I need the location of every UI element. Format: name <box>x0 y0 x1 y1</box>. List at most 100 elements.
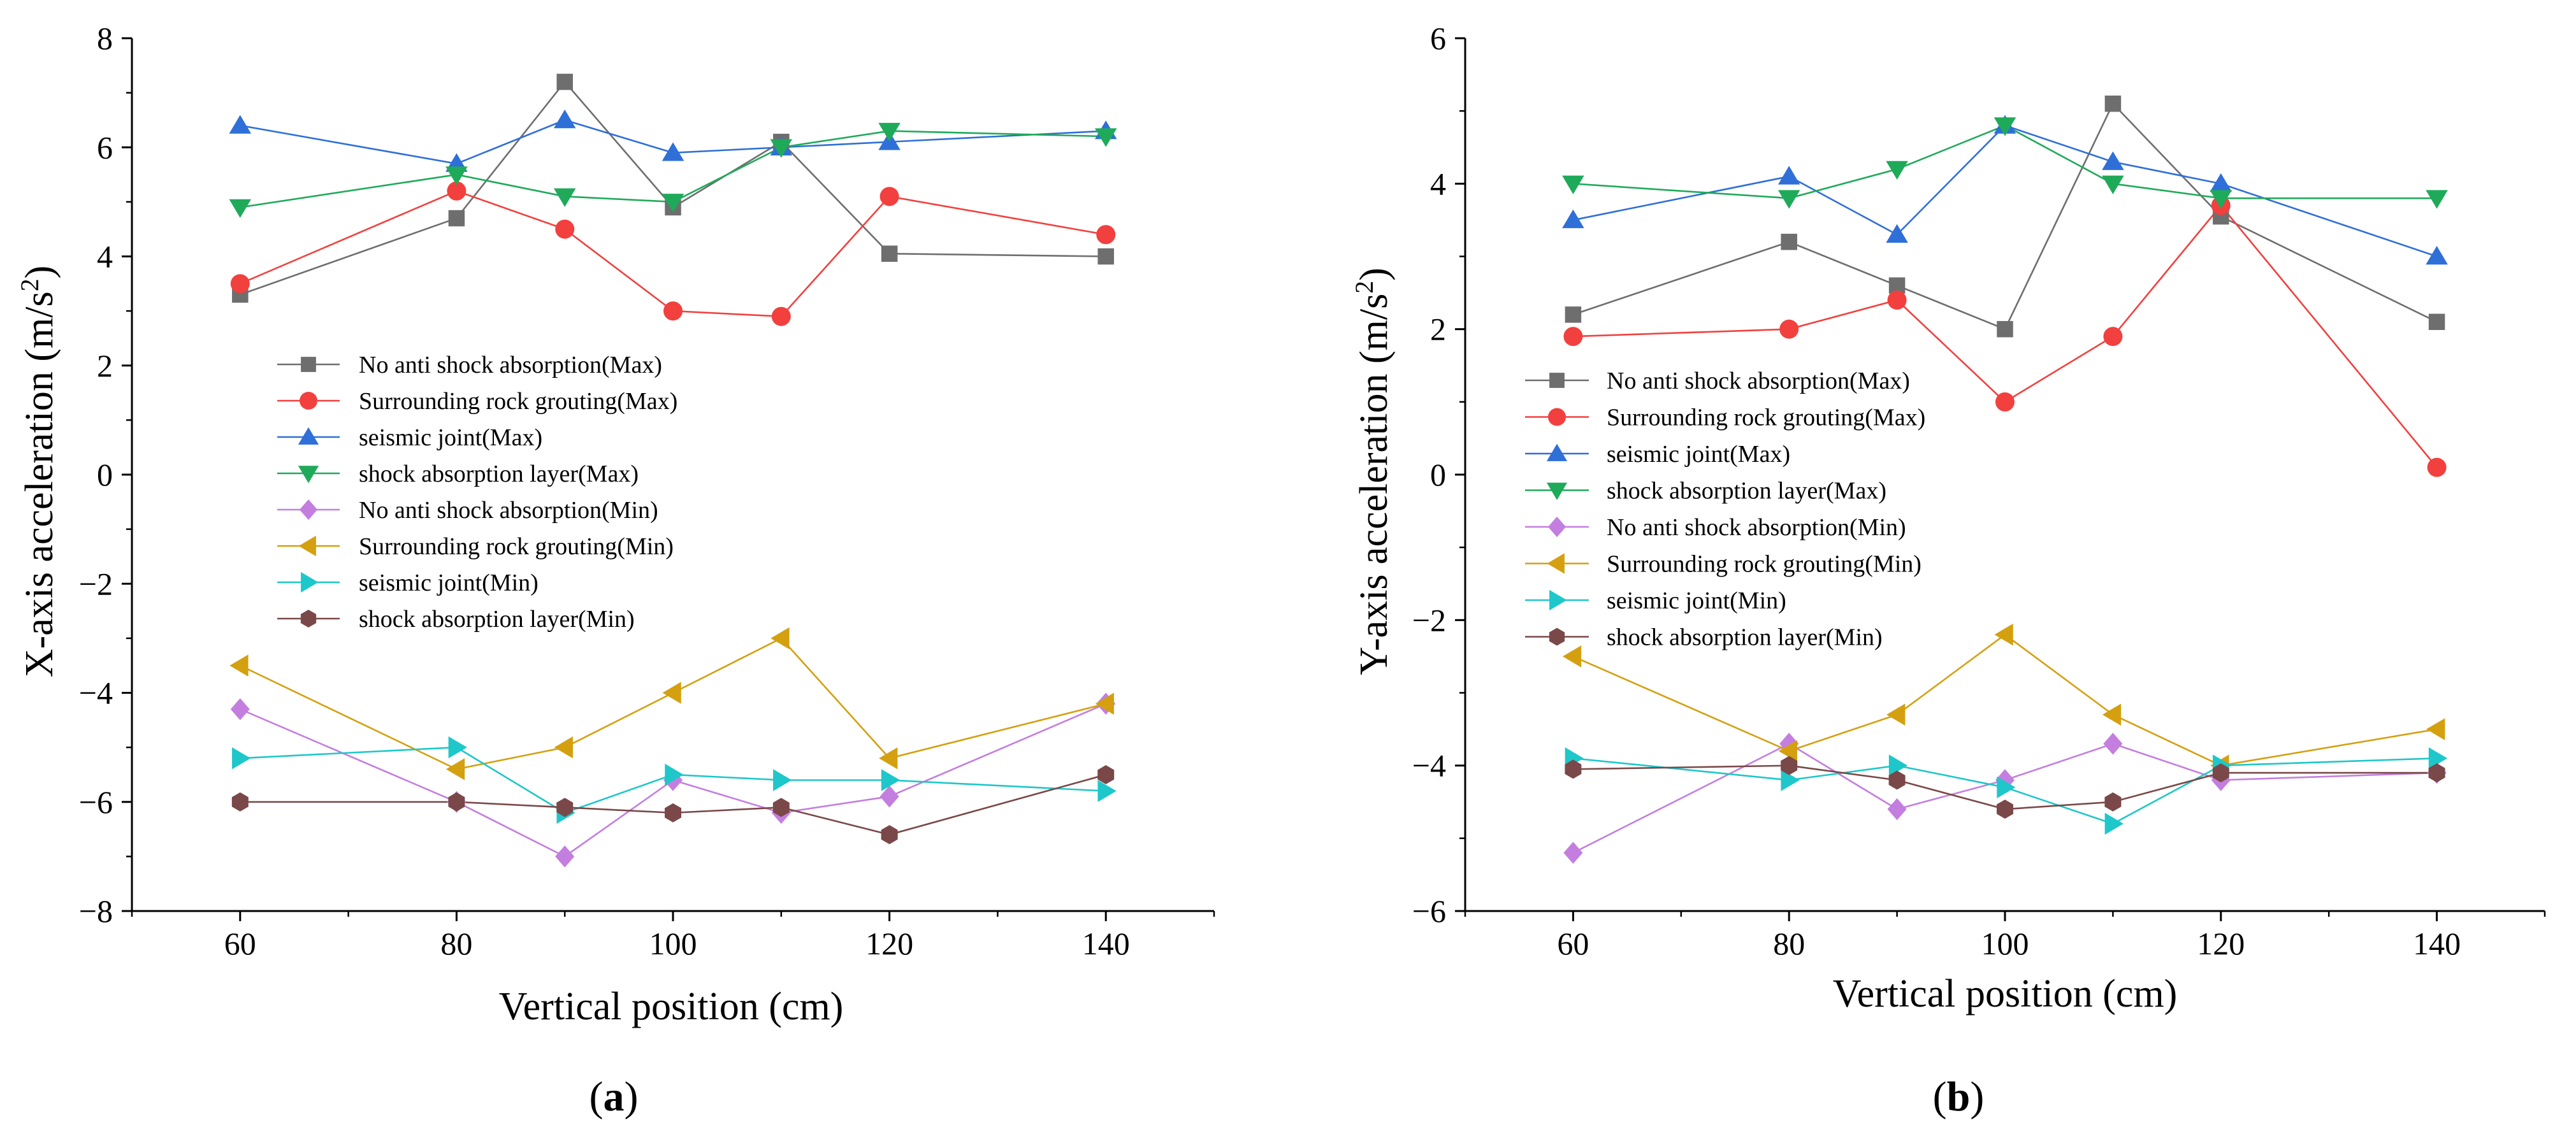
panel-b-legend-label: No anti shock absorption(Max) <box>1607 368 1910 394</box>
panel-b-data-point <box>1781 233 1797 250</box>
panel-b-data-point <box>1886 224 1908 243</box>
panel-b-data-point <box>1781 769 1800 791</box>
panel-b-legend-marker <box>1546 443 1568 461</box>
panel-b-data-point <box>2426 718 2445 740</box>
panel-a-legend-item: Surrounding rock grouting(Max) <box>277 388 677 415</box>
panel-a-legend-label: No anti shock absorption(Max) <box>359 352 662 378</box>
panel-a-legend: No anti shock absorption(Max) Surrounding… <box>277 352 677 633</box>
panel-b-series-markers-surrounding-rock-grouting-min <box>1562 623 2445 777</box>
panel-b-legend-label: Surrounding rock grouting(Max) <box>1607 405 1925 431</box>
panel-a-data-point <box>772 798 790 817</box>
panel-a-data-point <box>881 245 898 262</box>
panel-a-legend-item: No anti shock absorption(Max) <box>277 352 662 378</box>
panel-a-legend-label: seismic joint(Min) <box>359 570 539 596</box>
panel-b-data-point <box>2428 313 2445 330</box>
panel-b-legend-item: No anti shock absorption(Min) <box>1525 514 1906 541</box>
panel-b-series-markers-shock-absorption-layer-max <box>1562 117 2448 209</box>
panel-b-x-tick-label: 140 <box>2413 926 2461 961</box>
panel-b-y-tick-label: 4 <box>1430 166 1446 201</box>
panel-b-data-point <box>1888 754 1908 777</box>
panel-b-data-point <box>1995 392 2015 412</box>
panel-a-legend-marker <box>300 499 317 520</box>
panel-a-series-markers-surrounding-rock-grouting-min <box>229 627 1114 780</box>
panel-a-data-point <box>554 736 573 759</box>
panel-b-data-point <box>2103 733 2123 755</box>
panel-b-data-point <box>1887 291 1907 310</box>
panel-a-data-point <box>662 682 681 704</box>
panel-a-data-point <box>229 654 249 677</box>
panel-a-data-point <box>556 73 573 90</box>
panel-a-data-point <box>665 803 681 822</box>
panel-a-data-point <box>448 736 467 759</box>
panel-b-data-point <box>1777 190 1800 209</box>
panel-b-data-point <box>2102 703 2122 726</box>
panel-a-plot-content <box>229 73 1117 868</box>
panel-b-data-point <box>2428 747 2448 770</box>
panel-b-y-tick-label: 6 <box>1430 20 1446 56</box>
panel-a-label: (a) <box>590 1073 639 1120</box>
panel-a-data-point <box>448 210 465 227</box>
panel-a-y-tick-label: −6 <box>79 784 113 820</box>
panel-a-data-point <box>663 301 683 321</box>
panel-a-data-point <box>553 188 576 207</box>
panel-a-x-tick-label: 60 <box>224 926 256 961</box>
panel-b-data-point <box>1563 327 1583 347</box>
panel-a-data-point <box>879 785 899 808</box>
panel-a-data-point <box>771 306 791 326</box>
panel-a-series-markers-shock-absorption-layer-min <box>231 764 1115 845</box>
panel-b-legend-label: seismic joint(Max) <box>1607 441 1790 468</box>
panel-a-data-point <box>878 122 901 142</box>
panel-b-data-point <box>2426 246 2448 265</box>
panel-b-legend-item: shock absorption layer(Min) <box>1525 624 1883 651</box>
panel-b-data-point <box>2210 173 2232 192</box>
panel-b-x-tick-label: 80 <box>1773 926 1805 961</box>
panel-b-data-point <box>1994 117 2016 136</box>
panel-a-data-point <box>229 199 252 218</box>
panel-b-label: (b) <box>1933 1073 1985 1120</box>
panel-a-data-point <box>553 109 576 129</box>
panel-a-data-point <box>556 798 574 817</box>
panel-b-y-tick-label: −2 <box>1412 602 1446 638</box>
panel-b-data-point <box>1997 776 2016 799</box>
panel-b-data-point <box>1997 320 2013 338</box>
panel-a-y-axis-title: X-axis acceleration (m/s2) <box>15 266 62 678</box>
panel-a-y-tick-label: 6 <box>97 129 113 165</box>
panel-b-data-point <box>2104 812 2124 835</box>
panel-a-legend-label: seismic joint(Max) <box>359 424 542 451</box>
panel-a-x-tick-label: 80 <box>440 926 472 961</box>
panel-b-legend-item: No anti shock absorption(Max) <box>1525 368 1910 394</box>
panel-a-legend-label: Surrounding rock grouting(Max) <box>359 388 677 415</box>
panel-a-data-point <box>662 194 684 213</box>
panel-b-y-tick-label: 2 <box>1430 312 1446 347</box>
panel-b-data-point <box>2104 96 2122 112</box>
panel-b-data-point <box>1994 623 2013 646</box>
panel-b-chart: No anti shock absorption(Max) Surrounding… <box>1350 20 2546 1120</box>
panel-b-legend-label: Surrounding rock grouting(Min) <box>1607 551 1921 578</box>
panel-a-data-point <box>662 142 684 161</box>
panel-b-data-point <box>2210 190 2232 209</box>
panel-a-legend-marker <box>301 357 316 372</box>
panel-a-data-point <box>1097 248 1114 265</box>
panel-a-data-point <box>770 139 793 158</box>
panel-b-data-point <box>2427 457 2447 477</box>
panel-b-legend-marker <box>1549 589 1567 611</box>
panel-a-data-point <box>555 845 575 868</box>
panel-a-legend-item: Surrounding rock grouting(Min) <box>277 533 674 560</box>
panel-b-data-point <box>2102 151 2124 170</box>
panel-a-data-point <box>1095 693 1114 715</box>
panel-a-data-point <box>448 792 465 812</box>
panel-a-data-point <box>231 792 249 812</box>
panel-a-legend-marker <box>300 392 317 410</box>
panel-b-legend-marker <box>1548 516 1566 538</box>
panel-a-legend-marker <box>298 466 319 484</box>
panel-a-series-markers-seismic-joint-min <box>232 736 1117 824</box>
panel-a-y-tick-label: −8 <box>79 893 113 929</box>
panel-b-data-point <box>2212 763 2229 783</box>
panel-a-legend-marker <box>298 535 316 557</box>
panel-b-data-point <box>2104 792 2122 812</box>
panel-a-data-point <box>1094 128 1117 147</box>
panel-a-data-point <box>232 747 251 770</box>
panel-a-data-point <box>445 758 465 780</box>
